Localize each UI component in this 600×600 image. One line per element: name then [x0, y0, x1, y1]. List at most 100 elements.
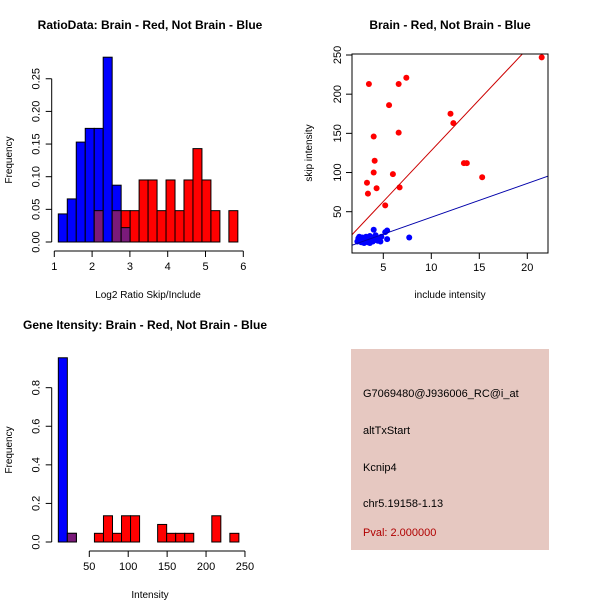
- axes: 5 10 15 20 50 100 150 200 250: [332, 46, 549, 274]
- point-brain: [479, 174, 486, 181]
- bar-brain: [201, 179, 212, 243]
- bar-overlap: [66, 532, 77, 543]
- bar-brain: [102, 515, 113, 543]
- fit-line-brain: [352, 54, 524, 236]
- bar-brain: [157, 523, 168, 543]
- point-brain: [370, 133, 377, 140]
- y-axis-label: Frequency: [4, 426, 15, 473]
- bar-not-brain: [57, 357, 68, 543]
- x-tick-label: 4: [165, 261, 171, 273]
- y-tick-label: 0.2: [31, 496, 43, 511]
- y-tick-label: 0.8: [31, 380, 43, 395]
- y-tick-label: 0.20: [31, 101, 43, 122]
- point-brain: [395, 80, 402, 87]
- bar-brain: [229, 532, 240, 543]
- point-brain: [373, 185, 380, 192]
- bars: [57, 56, 239, 243]
- y-tick-label: 50: [332, 206, 344, 218]
- bar-overlap: [93, 210, 104, 243]
- y-tick-label: 100: [332, 163, 344, 181]
- point-brain: [450, 120, 457, 127]
- info-panel: G7069480@J936006_RC@i_at altTxStart Kcni…: [351, 349, 549, 550]
- gene-intensity-histogram: Gene Itensity: Brain - Red, Not Brain - …: [4, 318, 267, 600]
- point-brain: [395, 129, 402, 136]
- chart-title: Brain - Red, Not Brain - Blue: [369, 18, 531, 32]
- x-tick-label: 1: [51, 261, 57, 273]
- fit-line-not-brain: [352, 175, 548, 246]
- point-brain: [370, 169, 377, 176]
- x-axis-label: include intensity: [414, 290, 485, 301]
- event-type: altTxStart: [363, 425, 410, 437]
- x-tick-label: 5: [380, 262, 386, 274]
- x-tick-label: 5: [202, 261, 208, 273]
- point-not-brain: [356, 233, 363, 240]
- point-brain: [364, 190, 371, 197]
- bar-brain: [130, 515, 141, 543]
- axes: 0.0 0.2 0.4 0.6 0.8 50 100 150 200 250: [31, 380, 254, 573]
- bar-brain: [121, 515, 132, 543]
- x-tick-label: 3: [127, 261, 133, 273]
- point-brain: [389, 171, 396, 178]
- points: [352, 54, 548, 247]
- bar-brain: [165, 179, 176, 243]
- point-not-brain: [370, 226, 377, 233]
- point-brain: [386, 102, 393, 109]
- bar-brain: [166, 532, 177, 543]
- point-brain: [403, 74, 410, 81]
- point-not-brain: [366, 240, 373, 247]
- y-tick-label: 0.00: [31, 231, 43, 252]
- bars: [57, 357, 240, 543]
- intensity-scatter: Brain - Red, Not Brain - Blue include in…: [304, 18, 549, 301]
- bar-brain: [147, 179, 158, 243]
- y-tick-label: 0.6: [31, 419, 43, 434]
- x-tick-label: 6: [240, 261, 246, 273]
- point-not-brain: [377, 238, 384, 245]
- bar-not-brain: [102, 56, 113, 243]
- point-not-brain: [384, 236, 391, 243]
- bar-not-brain: [66, 198, 77, 243]
- gene-name: Kcnip4: [363, 462, 397, 474]
- bar-brain: [210, 210, 221, 243]
- y-tick-label: 0.25: [31, 68, 43, 89]
- y-tick-label: 0.10: [31, 166, 43, 187]
- point-brain: [371, 157, 378, 164]
- bar-brain: [183, 179, 194, 243]
- x-axis-label: Log2 Ratio Skip/Include: [95, 290, 201, 301]
- bar-brain: [192, 148, 203, 243]
- y-tick-label: 150: [332, 124, 344, 142]
- x-tick-label: 200: [197, 561, 215, 573]
- p-value: Pval: 2.000000: [363, 527, 436, 539]
- bar-brain: [138, 179, 149, 243]
- bar-brain: [211, 515, 222, 543]
- bar-brain: [184, 532, 195, 543]
- bar-not-brain: [84, 127, 95, 243]
- y-tick-label: 0.15: [31, 133, 43, 154]
- bar-brain: [156, 210, 167, 243]
- y-tick-label: 250: [332, 46, 344, 64]
- x-tick-label: 20: [521, 262, 533, 274]
- x-tick-label: 15: [473, 262, 485, 274]
- point-brain: [365, 80, 372, 87]
- x-tick-label: 100: [119, 561, 137, 573]
- point-brain: [447, 110, 454, 117]
- bar-overlap: [120, 227, 131, 243]
- bar-brain: [111, 532, 123, 543]
- point-brain: [538, 54, 545, 61]
- bar-brain: [175, 532, 186, 543]
- y-tick-label: 0.0: [31, 534, 43, 549]
- x-tick-label: 250: [236, 561, 254, 573]
- plot-box: [351, 53, 549, 254]
- ratio-histogram: RatioData: Brain - Red, Not Brain - Blue…: [4, 18, 263, 301]
- axes: 0.00 0.05 0.10 0.15 0.20 0.25 1 2 3 4 5 6: [31, 68, 247, 273]
- y-tick-label: 0.05: [31, 199, 43, 220]
- y-axis-label: skip intensity: [304, 124, 315, 181]
- y-tick-label: 200: [332, 85, 344, 103]
- x-tick-label: 2: [89, 261, 95, 273]
- bar-brain: [129, 210, 140, 243]
- x-axis-label: Intensity: [131, 590, 168, 600]
- bar-brain: [93, 532, 104, 543]
- point-brain: [396, 184, 403, 191]
- chart-title: Gene Itensity: Brain - Red, Not Brain - …: [23, 318, 267, 332]
- info-background: [351, 349, 549, 550]
